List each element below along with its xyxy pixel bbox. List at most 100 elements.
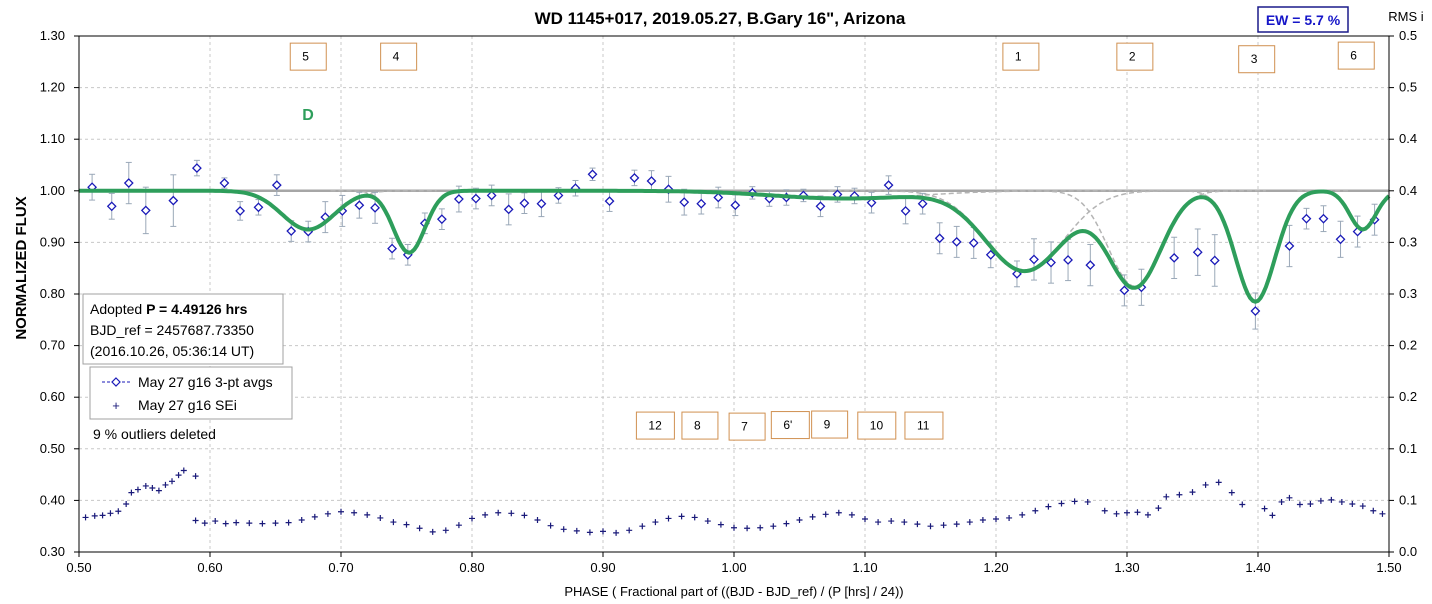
flux-point [191, 163, 202, 174]
sei-point [1296, 501, 1303, 508]
period-line: Adopted P = 4.49126 hrs [90, 301, 248, 317]
x-tick-label: 0.90 [590, 560, 615, 575]
dip-component-curve [177, 190, 437, 231]
y-tick-label: 1.20 [40, 80, 65, 95]
y-tick-label: 0.80 [40, 286, 65, 301]
sei-point [757, 524, 764, 531]
flux-points [87, 163, 1380, 316]
d-label: D [302, 107, 314, 124]
sei-point [665, 515, 672, 522]
flux-point [604, 196, 615, 207]
sei-point [1278, 498, 1285, 505]
x-tick-label: 1.30 [1114, 560, 1139, 575]
outliers-note: 9 % outliers deleted [93, 426, 216, 442]
x-tick-label: 0.80 [459, 560, 484, 575]
dip-component-curve [1003, 190, 1266, 288]
flux-point [1063, 255, 1073, 265]
y-axis-ticks: 0.30 0.40 0.50 0.60 0.70 0.80 0.90 1.00 1.10 1.20… [40, 28, 79, 559]
x-tick-label: 1.20 [983, 560, 1008, 575]
ut-line: (2016.10.26, 05:36:14 UT) [90, 343, 254, 359]
feature-label: 6 [1350, 49, 1357, 63]
flux-point [1085, 260, 1096, 271]
flux-point [286, 226, 297, 236]
sei-point [888, 518, 895, 525]
flux-point [1301, 213, 1312, 224]
sei-point [495, 509, 502, 516]
feature-label: 12 [648, 419, 662, 433]
feature-label: 7 [741, 420, 748, 434]
sei-point [123, 501, 130, 508]
feature-label-box [289, 42, 327, 71]
x-tick-label: 0.70 [328, 560, 353, 575]
x-axis-ticks: 0.50 0.60 0.70 0.80 0.90 1.00 1.10 1.20 1.30 1.40… [66, 552, 1402, 575]
flux-point [519, 198, 530, 209]
sei-point [469, 515, 475, 522]
feature-label-box [1002, 42, 1040, 71]
y-tick-label: 0.40 [40, 492, 65, 507]
flux-point [370, 202, 380, 213]
flux-point [1284, 241, 1295, 251]
flux-point [553, 190, 564, 201]
flux-point [646, 176, 657, 186]
sei-point [731, 524, 737, 531]
flux-point [271, 180, 282, 191]
sei-point [1379, 510, 1386, 517]
flux-point [123, 178, 134, 188]
sei-point [390, 519, 397, 526]
y2-axis-ticks: 0.0 0.1 0.1 0.2 0.2 0.3 0.3 0.4 0.4 0.5 0.5 [1389, 28, 1417, 559]
sei-point [626, 527, 633, 534]
sei-point [1071, 498, 1078, 505]
sei-point [848, 511, 855, 518]
x-axis-label: PHASE ( Fractional part of ((BJD - BJD_r… [564, 584, 903, 599]
y-tick-label: 0.30 [40, 544, 65, 559]
flux-point [679, 197, 690, 208]
sei-point [901, 519, 908, 526]
flux-point [1335, 234, 1346, 245]
flux-point [471, 193, 481, 204]
feature-label: 10 [870, 419, 884, 433]
y2-tick-label: 0.2 [1399, 338, 1417, 353]
sei-point [1045, 503, 1052, 510]
flux-point [354, 200, 365, 211]
sei-point [175, 472, 182, 479]
sei-point [364, 511, 371, 518]
flux-point [815, 201, 826, 212]
flux-point [985, 249, 996, 260]
sei-point [1307, 501, 1314, 508]
sei-point [455, 522, 462, 529]
feature-label-box [1337, 41, 1375, 70]
flux-point [219, 178, 230, 188]
sei-point [311, 513, 318, 520]
sei-point [691, 514, 698, 521]
sei-point [1239, 501, 1246, 508]
y2-tick-label: 0.1 [1399, 441, 1417, 456]
sei-point [639, 523, 646, 530]
feature-label-box [811, 410, 849, 439]
sei-point [1113, 510, 1120, 517]
sei-point [1032, 507, 1039, 514]
flux-point [1169, 252, 1180, 263]
flux-point [730, 200, 741, 211]
sei-point [927, 523, 934, 530]
sei-point [377, 514, 384, 521]
sei-point [652, 519, 659, 526]
sei-point [1269, 512, 1276, 519]
sei-point [1163, 493, 1170, 500]
ew-box: EW = 5.7 % [1257, 6, 1349, 33]
flux-point [917, 198, 928, 209]
feature-label: 6' [783, 418, 792, 432]
y-tick-label: 0.60 [40, 389, 65, 404]
sei-point [482, 511, 489, 518]
flux-point [140, 205, 151, 216]
flux-point [713, 192, 724, 203]
feature-label: 8 [694, 419, 701, 433]
y2-tick-label: 0.3 [1399, 234, 1417, 249]
flux-point [1119, 285, 1130, 296]
flux-point [168, 195, 179, 206]
sei-point [1202, 481, 1209, 488]
y2-tick-label: 0.4 [1399, 183, 1417, 198]
x-tick-label: 0.60 [197, 560, 222, 575]
feature-label: 4 [393, 50, 400, 64]
sei-point [573, 527, 580, 534]
sei-point [835, 509, 842, 516]
